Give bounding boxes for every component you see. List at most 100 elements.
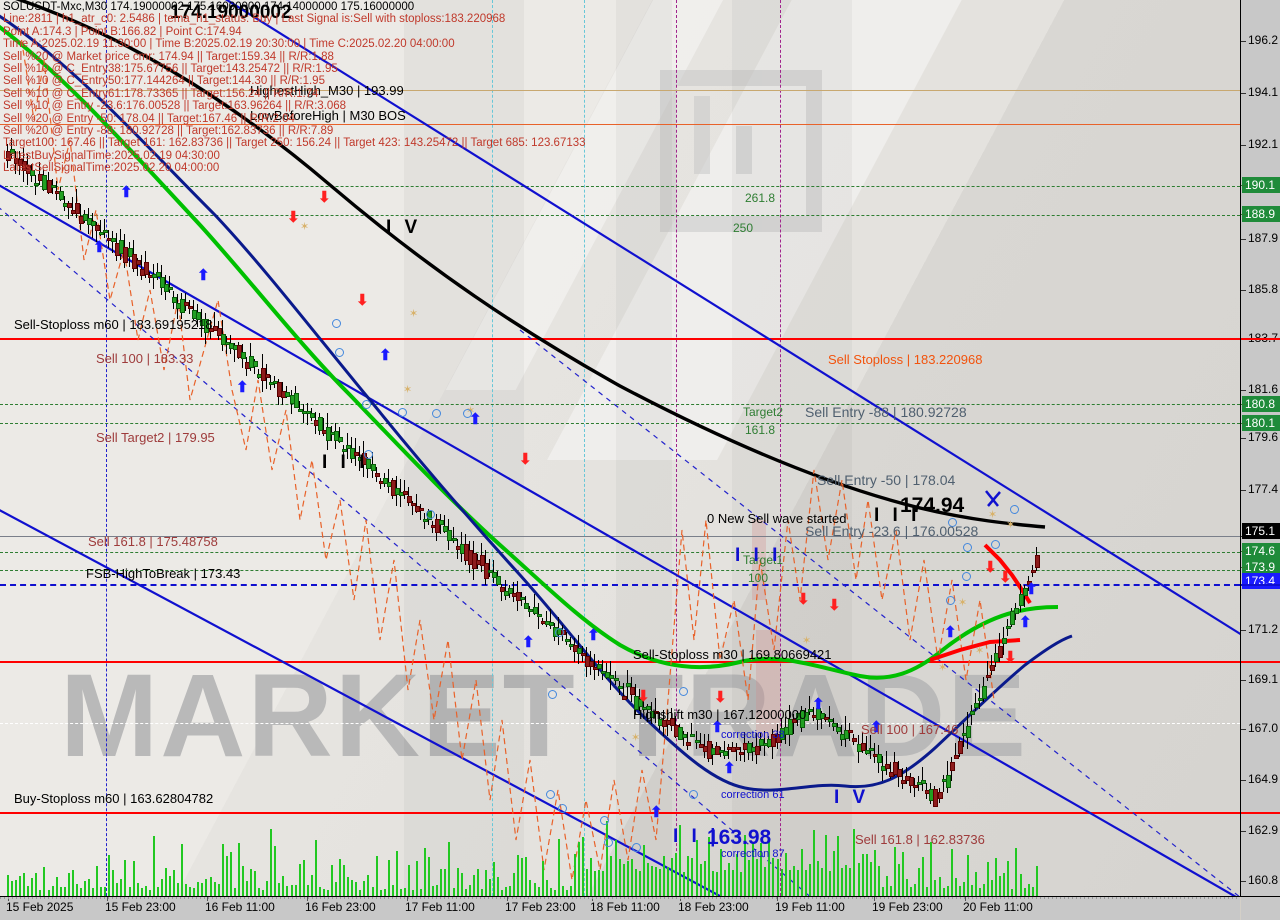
time-minor-tick: [404, 897, 405, 899]
time-minor-tick: [168, 897, 169, 899]
time-axis[interactable]: 15 Feb 2025 15 Feb 23:00 16 Feb 11:00 16 Fe…: [0, 897, 1240, 920]
time-minor-tick: [224, 897, 225, 899]
pivot-circle-icon: [555, 628, 564, 637]
time-minor-tick: [396, 897, 397, 899]
price-tag-green: 174.6: [1242, 543, 1280, 559]
time-minor-tick: [704, 897, 705, 899]
buy-signal-arrow-icon: ⬆: [522, 634, 535, 651]
candle-wick: [193, 300, 195, 321]
candle-body: [973, 702, 979, 708]
time-tick-label: 15 Feb 23:00: [105, 900, 176, 914]
volume-bar: [602, 870, 605, 896]
volume-bar: [241, 866, 244, 896]
candle-body: [621, 696, 627, 701]
watermark-text: MARKET TRADE: [60, 650, 1028, 782]
time-minor-tick: [68, 897, 69, 899]
volume-bar: [731, 869, 734, 896]
volume-bar: [699, 863, 702, 896]
volume-bar: [736, 854, 738, 896]
time-minor-tick: [1232, 897, 1233, 899]
pivot-circle-icon: [1010, 505, 1019, 514]
time-minor-tick: [672, 897, 673, 899]
volume-bar: [7, 875, 9, 896]
candle-body: [240, 351, 246, 360]
time-minor-tick: [840, 897, 841, 899]
volume-bar: [306, 885, 309, 896]
volume-bar: [509, 886, 512, 896]
time-minor-tick: [12, 897, 13, 899]
volume-bar: [622, 864, 625, 896]
time-minor-tick: [348, 897, 349, 899]
pivot-circle-icon: [946, 596, 955, 605]
price-tick-label: 171.2: [1248, 622, 1279, 636]
time-tick: [207, 897, 208, 901]
candle-body: [949, 761, 955, 771]
time-minor-tick: [1120, 897, 1121, 899]
time-minor-tick: [616, 897, 617, 899]
time-minor-tick: [812, 897, 813, 899]
volume-bar: [1035, 866, 1038, 896]
time-minor-tick: [388, 897, 389, 899]
pivot-circle-icon: [463, 409, 472, 418]
candle-body: [1002, 638, 1008, 644]
time-minor-tick: [260, 897, 261, 899]
volume-bar: [833, 850, 836, 896]
time-minor-tick: [400, 897, 401, 899]
candle-wick: [488, 559, 490, 577]
candle-body: [447, 529, 453, 541]
time-minor-tick: [940, 897, 941, 899]
time-minor-tick: [424, 897, 425, 899]
price-scale[interactable]: 196.2 194.1 192.1 187.9 185.8 183.7 181.6 179.6…: [1241, 0, 1280, 897]
candle-body: [913, 784, 919, 789]
volume-bar: [849, 867, 852, 896]
volume-bar: [229, 851, 232, 896]
time-minor-tick: [448, 897, 449, 899]
chart-plot-area[interactable]: MARKET TRADE: [0, 0, 1241, 897]
candle-body: [807, 709, 813, 713]
volume-bar: [140, 888, 143, 896]
time-minor-tick: [456, 897, 457, 899]
price-tick: [1241, 93, 1246, 94]
volume-bar: [525, 857, 528, 896]
time-minor-tick: [192, 897, 193, 899]
volume-bar: [987, 862, 990, 896]
time-minor-tick: [848, 897, 849, 899]
candle-body: [66, 202, 72, 209]
volume-bar: [266, 881, 269, 896]
volume-bar: [1003, 873, 1006, 896]
volume-bar: [201, 882, 204, 896]
time-minor-tick: [584, 897, 585, 899]
volume-bar: [796, 869, 799, 896]
candle-body: [451, 537, 457, 541]
time-minor-tick: [520, 897, 521, 899]
volume-bar: [383, 889, 386, 896]
time-minor-tick: [444, 897, 445, 899]
session-shade-red: [756, 630, 780, 740]
time-tick: [307, 897, 308, 901]
volume-bar: [132, 860, 135, 896]
volume-bar: [541, 861, 544, 896]
volume-bar: [817, 861, 819, 896]
time-minor-tick: [784, 897, 785, 899]
volume-bar: [974, 872, 977, 896]
volume-bar: [582, 837, 585, 896]
time-minor-tick: [176, 897, 177, 899]
time-minor-tick: [752, 897, 753, 899]
volume-bar: [966, 854, 969, 896]
candle-wick: [687, 731, 689, 750]
time-minor-tick: [492, 897, 493, 899]
candle-body: [909, 776, 915, 786]
volume-bar: [784, 853, 787, 896]
candle-body: [50, 184, 56, 188]
candle-body: [354, 451, 360, 456]
volume-bar: [727, 862, 730, 896]
time-minor-tick: [0, 897, 1, 899]
time-minor-tick: [756, 897, 757, 899]
volume-bar: [476, 868, 479, 896]
indicator-overlay: [0, 0, 1240, 896]
candle-wick: [885, 750, 887, 776]
time-minor-tick: [284, 897, 285, 899]
candle-body: [411, 503, 416, 507]
candle-wick: [873, 742, 875, 763]
pivot-circle-icon: [558, 804, 567, 813]
